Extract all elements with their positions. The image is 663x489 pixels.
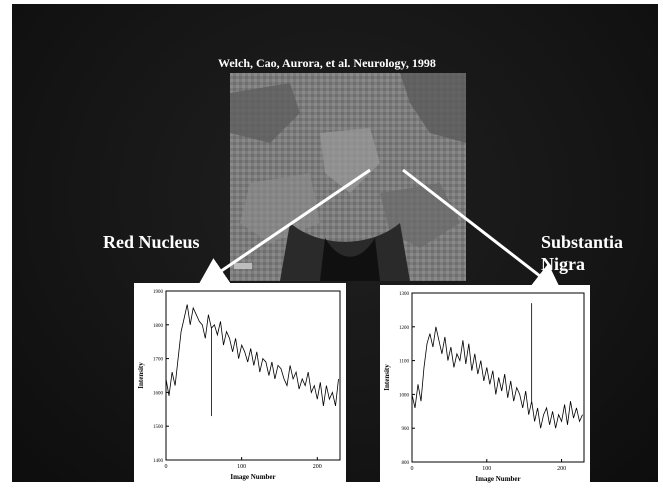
chart-red-nucleus: 1400 1500 1600 1700 1800 1900 0 100 200 Image Num…	[134, 283, 346, 482]
series-line	[411, 326, 583, 429]
x-axis-label: Image Number	[230, 473, 275, 481]
y-axis-label: Intensity	[383, 364, 391, 391]
y-tick-label: 1100	[399, 360, 409, 365]
y-tick-label: 1200	[399, 326, 410, 331]
x-tick-label: 200	[557, 466, 566, 472]
y-tick-label: 800	[402, 461, 410, 466]
mri-brain-scan-image	[230, 73, 466, 281]
label-substantia-line2: Nigra	[541, 254, 585, 274]
mri-scan-graphic	[230, 73, 466, 281]
x-tick-label: 100	[482, 466, 491, 472]
x-tick-label: 0	[165, 464, 168, 470]
y-tick-label: 1600	[153, 391, 164, 396]
x-tick-label: 200	[313, 464, 322, 470]
chart-substantia-nigra-svg: 800 900 1000 1100 1200 1300 0 100 200 Image Numbe…	[383, 292, 585, 483]
y-tick-label: 1500	[153, 425, 164, 430]
y-tick-label: 900	[402, 427, 410, 432]
y-tick-label: 1400	[153, 459, 164, 464]
label-substantia-line1: Substantia	[541, 232, 624, 252]
label-substantia-nigra: Substantia Nigra	[541, 231, 624, 275]
series-line	[165, 304, 339, 406]
plot-frame	[411, 292, 585, 463]
x-tick-label: 0	[411, 466, 414, 472]
x-tick-label: 100	[237, 464, 246, 470]
y-tick-label: 1300	[399, 292, 410, 297]
y-tick-label: 1700	[153, 358, 164, 363]
x-axis-label: Image Number	[475, 475, 520, 483]
plot-frame	[165, 290, 341, 461]
chart-substantia-nigra: 800 900 1000 1100 1200 1300 0 100 200 Image Numbe…	[380, 285, 590, 484]
y-tick-label: 1000	[399, 393, 410, 398]
y-tick-label: 1900	[153, 290, 164, 295]
chart-red-nucleus-svg: 1400 1500 1600 1700 1800 1900 0 100 200 Image Num…	[137, 290, 341, 481]
citation-text: Welch, Cao, Aurora, et al. Neurology, 19…	[218, 56, 436, 70]
y-tick-label: 1800	[153, 324, 164, 329]
label-red-nucleus: Red Nucleus	[103, 232, 200, 252]
y-axis-label: Intensity	[137, 362, 145, 389]
